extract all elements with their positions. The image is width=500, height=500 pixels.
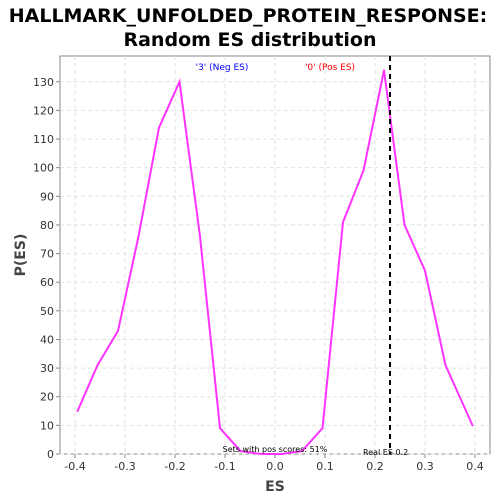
x-tick-label: 0.1: [316, 460, 334, 473]
data-point: [96, 364, 99, 367]
x-tick-label: 0.3: [416, 460, 434, 473]
data-point: [199, 235, 201, 238]
y-axis-label: P(ES): [13, 234, 29, 277]
y-tick-label: 40: [40, 333, 54, 346]
data-point: [362, 169, 365, 172]
y-tick-label: 110: [33, 133, 54, 146]
real-es-note: Real ES 0.2: [363, 448, 408, 457]
y-tick-label: 130: [33, 76, 54, 89]
y-tick-label: 90: [40, 190, 54, 203]
series-points: [76, 69, 474, 455]
data-point: [403, 223, 406, 226]
data-point: [321, 427, 324, 430]
chart-title-line2: Random ES distribution: [123, 29, 376, 51]
data-point: [342, 221, 344, 224]
pos-es-label: '0' (Pos ES): [305, 63, 355, 73]
data-point: [280, 453, 283, 455]
data-point: [444, 364, 447, 367]
y-tick-label: 0: [47, 448, 54, 461]
y-tick-label: 70: [40, 248, 54, 261]
y-tick-label: 100: [33, 162, 54, 175]
pos-scores-note: Sets with pos scores: 51%: [223, 445, 328, 454]
x-tick-label: 0.4: [466, 460, 484, 473]
data-point: [137, 235, 140, 238]
y-tick-label: 10: [40, 419, 54, 432]
x-tick-label: 0.2: [366, 460, 384, 473]
y-tick-label: 80: [40, 219, 54, 232]
y-tick-label: 120: [33, 104, 54, 117]
data-point: [178, 80, 181, 83]
x-tick-label: -0.2: [164, 460, 185, 473]
series-line: [76, 70, 474, 455]
x-axis-label: ES: [265, 479, 285, 495]
data-point: [158, 126, 160, 129]
data-point: [424, 269, 426, 272]
x-tick-label: 0.0: [266, 460, 284, 473]
data-point: [76, 410, 79, 413]
data-point: [239, 450, 242, 453]
chart-title-line1: HALLMARK_UNFOLDED_PROTEIN_RESPONSE:: [9, 5, 488, 27]
x-axis-ticks: -0.4 -0.3 -0.2 -0.1 0.0 0.1 0.2 0.3 0.4: [64, 454, 484, 473]
data-point: [260, 453, 262, 455]
data-point: [117, 329, 119, 332]
x-tick-label: -0.1: [214, 460, 235, 473]
data-point: [219, 427, 221, 430]
x-tick-label: -0.3: [114, 460, 135, 473]
x-tick-label: -0.4: [64, 460, 85, 473]
data-point: [383, 69, 385, 72]
y-tick-label: 50: [40, 305, 54, 318]
y-tick-label: 60: [40, 276, 54, 289]
y-axis-ticks: 0 10 20 30 40 50 60 70 80 90 100 110 120 130: [33, 76, 60, 461]
y-tick-label: 20: [40, 391, 54, 404]
data-point: [471, 424, 474, 427]
grid-lines: [60, 56, 490, 455]
neg-es-label: '3' (Neg ES): [196, 63, 249, 73]
data-point: [301, 450, 303, 453]
y-tick-label: 30: [40, 362, 54, 375]
